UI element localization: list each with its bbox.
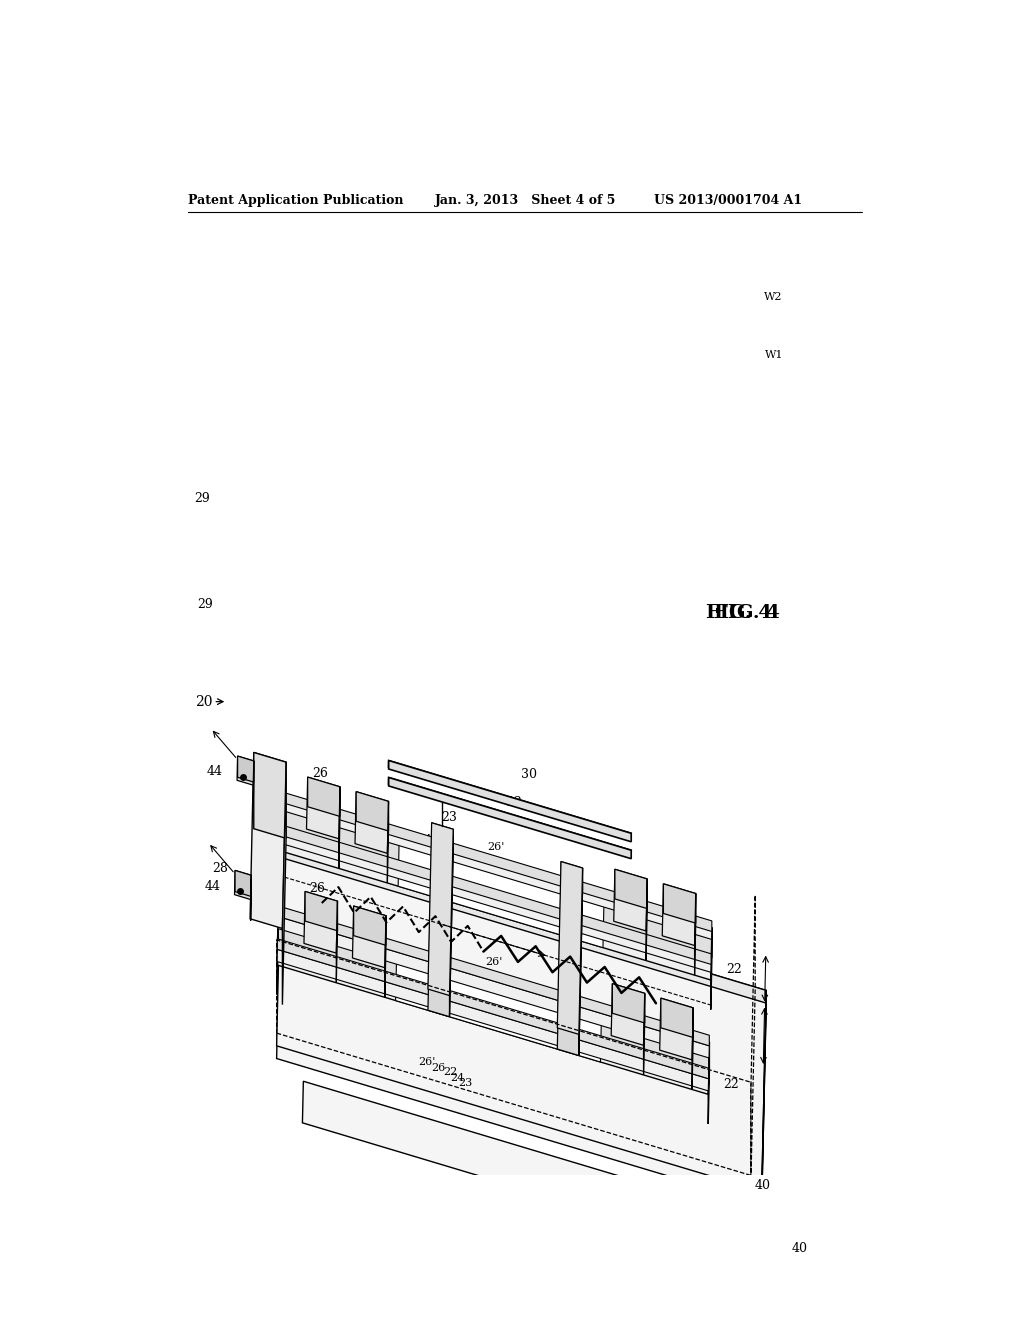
Polygon shape bbox=[692, 1008, 693, 1089]
Polygon shape bbox=[306, 777, 340, 838]
Polygon shape bbox=[279, 906, 710, 1045]
Polygon shape bbox=[450, 829, 454, 1016]
Text: US 2013/0001704 A1: US 2013/0001704 A1 bbox=[654, 194, 802, 207]
Polygon shape bbox=[398, 834, 604, 948]
Polygon shape bbox=[281, 799, 712, 958]
Polygon shape bbox=[238, 756, 254, 781]
Polygon shape bbox=[579, 869, 583, 1056]
Polygon shape bbox=[561, 862, 583, 890]
Polygon shape bbox=[557, 883, 583, 1056]
Polygon shape bbox=[280, 799, 281, 880]
Polygon shape bbox=[356, 792, 388, 832]
Text: 29: 29 bbox=[195, 492, 210, 504]
Polygon shape bbox=[278, 916, 710, 1057]
Text: 40: 40 bbox=[792, 1242, 808, 1255]
Polygon shape bbox=[281, 797, 712, 940]
Polygon shape bbox=[711, 928, 712, 1010]
Text: W2: W2 bbox=[764, 293, 782, 302]
Text: 23: 23 bbox=[459, 1078, 473, 1088]
Text: 29: 29 bbox=[197, 598, 213, 611]
Polygon shape bbox=[664, 884, 695, 923]
Polygon shape bbox=[281, 792, 712, 932]
Text: FIG. 4: FIG. 4 bbox=[706, 603, 772, 622]
Text: 27: 27 bbox=[568, 936, 584, 949]
Text: 23: 23 bbox=[440, 812, 457, 825]
Polygon shape bbox=[387, 801, 388, 883]
Polygon shape bbox=[646, 879, 647, 961]
Text: Jan. 3, 2013   Sheet 4 of 5: Jan. 3, 2013 Sheet 4 of 5 bbox=[435, 194, 616, 207]
Polygon shape bbox=[254, 752, 286, 838]
Polygon shape bbox=[278, 913, 710, 1094]
Polygon shape bbox=[353, 906, 386, 945]
Polygon shape bbox=[236, 870, 251, 896]
Polygon shape bbox=[280, 825, 711, 965]
Polygon shape bbox=[659, 998, 693, 1060]
Text: 32: 32 bbox=[506, 796, 522, 809]
Polygon shape bbox=[389, 777, 631, 859]
Polygon shape bbox=[428, 843, 454, 1016]
Polygon shape bbox=[385, 916, 386, 998]
Polygon shape bbox=[611, 983, 645, 1045]
Polygon shape bbox=[336, 902, 338, 983]
Text: FIG. 4: FIG. 4 bbox=[714, 603, 779, 622]
Polygon shape bbox=[432, 822, 454, 850]
Polygon shape bbox=[557, 862, 583, 1035]
Polygon shape bbox=[613, 870, 647, 931]
Text: 28: 28 bbox=[212, 862, 228, 875]
Text: 24: 24 bbox=[451, 1073, 465, 1082]
Polygon shape bbox=[643, 994, 645, 1074]
Polygon shape bbox=[395, 949, 601, 1063]
Polygon shape bbox=[614, 870, 647, 908]
Polygon shape bbox=[304, 891, 338, 953]
Polygon shape bbox=[389, 760, 631, 842]
Polygon shape bbox=[282, 845, 766, 1003]
Text: 26: 26 bbox=[312, 767, 328, 780]
Polygon shape bbox=[276, 858, 766, 1204]
Polygon shape bbox=[339, 787, 340, 869]
Polygon shape bbox=[302, 1081, 788, 1269]
Polygon shape bbox=[660, 998, 693, 1038]
Text: 26': 26' bbox=[485, 957, 503, 966]
Text: Patent Application Publication: Patent Application Publication bbox=[188, 194, 403, 207]
Text: 26': 26' bbox=[487, 842, 505, 853]
Polygon shape bbox=[388, 760, 631, 841]
Text: 26: 26 bbox=[431, 1063, 445, 1073]
Polygon shape bbox=[352, 906, 386, 968]
Text: 26': 26' bbox=[419, 1057, 435, 1068]
Polygon shape bbox=[355, 792, 388, 853]
Polygon shape bbox=[234, 870, 251, 899]
Text: 22: 22 bbox=[726, 964, 741, 977]
Text: 40: 40 bbox=[755, 1179, 771, 1192]
Polygon shape bbox=[283, 762, 286, 1005]
Polygon shape bbox=[278, 913, 279, 995]
Polygon shape bbox=[278, 949, 709, 1090]
Polygon shape bbox=[428, 822, 454, 995]
Polygon shape bbox=[237, 756, 254, 785]
Text: W1: W1 bbox=[765, 350, 783, 359]
Polygon shape bbox=[250, 752, 286, 928]
Polygon shape bbox=[388, 777, 631, 857]
Polygon shape bbox=[278, 939, 709, 1078]
Polygon shape bbox=[280, 799, 712, 979]
Polygon shape bbox=[305, 891, 338, 931]
Text: 44: 44 bbox=[205, 879, 220, 892]
Polygon shape bbox=[762, 990, 766, 1204]
Polygon shape bbox=[307, 777, 340, 817]
Text: 44: 44 bbox=[207, 766, 223, 779]
Polygon shape bbox=[694, 894, 695, 975]
Text: 20: 20 bbox=[196, 694, 213, 709]
Polygon shape bbox=[709, 1043, 710, 1125]
Text: 24: 24 bbox=[416, 834, 432, 847]
Text: 22: 22 bbox=[443, 1068, 458, 1077]
Text: 30: 30 bbox=[521, 768, 538, 781]
Polygon shape bbox=[612, 983, 645, 1023]
Text: 26: 26 bbox=[309, 882, 326, 895]
Polygon shape bbox=[279, 913, 710, 1072]
Polygon shape bbox=[663, 884, 695, 945]
Text: 22: 22 bbox=[723, 1078, 739, 1090]
Polygon shape bbox=[280, 830, 711, 973]
Polygon shape bbox=[276, 845, 766, 1192]
